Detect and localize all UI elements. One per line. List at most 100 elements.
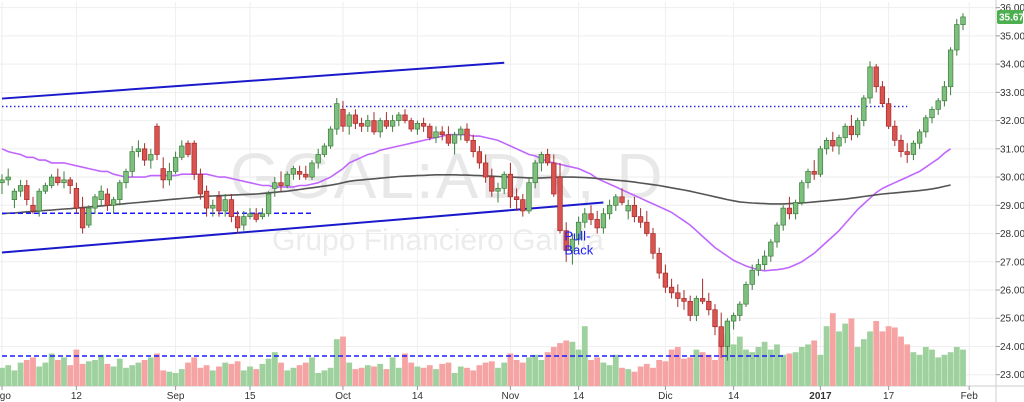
- candle: [532, 160, 538, 189]
- candle: [489, 168, 495, 197]
- volume-bar: [643, 363, 650, 386]
- volume-bar: [495, 367, 501, 386]
- candle-body: [563, 230, 569, 251]
- volume-bar: [792, 352, 799, 386]
- candle-body: [92, 196, 98, 209]
- candle: [464, 123, 470, 144]
- candle-body: [259, 213, 266, 217]
- candle-body: [551, 162, 557, 195]
- candle-body: [656, 252, 662, 274]
- candle-body: [117, 182, 123, 200]
- candle: [259, 208, 266, 220]
- candle: [247, 208, 253, 220]
- candle: [656, 247, 662, 279]
- volume-bar: [284, 370, 291, 386]
- volume-bar: [247, 366, 253, 386]
- candle: [786, 196, 793, 220]
- candle-body: [544, 154, 551, 164]
- candle: [501, 171, 507, 194]
- volume-bar: [718, 339, 725, 386]
- candle-body: [185, 142, 191, 155]
- candle-body: [110, 199, 117, 206]
- candle: [154, 123, 160, 161]
- price-tick-label: 24.00: [1000, 342, 1024, 353]
- candle: [557, 162, 563, 234]
- candle-body: [606, 204, 613, 215]
- volume-bar: [941, 354, 948, 386]
- candle-body: [755, 264, 762, 271]
- candle: [898, 134, 904, 158]
- candle-body: [830, 140, 836, 147]
- volume-bar: [48, 353, 55, 386]
- candle: [135, 140, 142, 158]
- candle-body: [613, 196, 619, 206]
- candle: [625, 199, 631, 220]
- candle-body: [30, 204, 36, 212]
- candle-body: [104, 193, 111, 206]
- candle: [842, 123, 848, 144]
- moving-average-line: [1, 133, 952, 272]
- price-tick-label: 35.00: [1000, 31, 1024, 42]
- candle-body: [278, 182, 284, 186]
- candle: [749, 264, 755, 290]
- candle: [935, 98, 941, 115]
- price-tick-label: 29.00: [1000, 201, 1024, 212]
- price-tick-label: 31.00: [1000, 144, 1024, 155]
- volume-bar: [916, 354, 923, 386]
- candle: [17, 179, 24, 197]
- candle-body: [811, 171, 817, 175]
- volume-bar: [395, 367, 402, 386]
- candle: [637, 208, 644, 228]
- candle-body: [495, 188, 501, 192]
- candle: [681, 290, 687, 310]
- volume-bar: [557, 343, 563, 386]
- volume-bar: [377, 363, 384, 386]
- candle-body: [575, 221, 582, 240]
- candle: [0, 174, 5, 194]
- candle: [761, 250, 768, 271]
- time-axis[interactable]: Ago 12 Sep 15 Oct 14 Nov 14 Dic 14 2017 17 Feb: [0, 386, 978, 402]
- candle: [5, 168, 11, 186]
- candle-body: [98, 190, 104, 200]
- candle-body: [482, 162, 489, 178]
- volume-bar: [526, 357, 532, 386]
- candle-body: [365, 120, 371, 127]
- volume-bar: [383, 369, 390, 386]
- candle-body: [718, 326, 724, 347]
- volume-bar: [23, 360, 30, 386]
- candle-body: [191, 142, 197, 175]
- candle-body: [24, 185, 30, 200]
- candle-body: [520, 199, 526, 212]
- candle: [179, 140, 185, 161]
- volume-bar: [296, 365, 303, 386]
- candle: [148, 148, 154, 169]
- candle: [160, 157, 166, 189]
- volume-bar: [848, 318, 855, 386]
- candle: [538, 151, 545, 172]
- candle-body: [67, 179, 73, 186]
- candle: [613, 194, 619, 211]
- volume-bar: [110, 366, 117, 386]
- candle-body: [433, 131, 439, 138]
- price-axis[interactable]: 23.00 24.00 25.00 26.00 27.00 28.00 29.00 30.00…: [996, 3, 1024, 381]
- volume-bar: [606, 365, 613, 386]
- candle: [941, 81, 948, 107]
- candle-body: [675, 292, 681, 299]
- volume-bar: [705, 354, 712, 386]
- time-tick-label: 14: [573, 391, 585, 402]
- price-tick-label: 25.00: [1000, 314, 1024, 325]
- volume-bar: [922, 347, 929, 386]
- candle-body: [848, 125, 855, 136]
- candle: [470, 134, 476, 158]
- candle-body: [737, 303, 743, 316]
- candle: [631, 196, 638, 223]
- price-tick-label: 27.00: [1000, 257, 1024, 268]
- volume-bar: [867, 331, 873, 386]
- time-tick-label: Oct: [335, 391, 351, 402]
- volume-bar: [5, 365, 12, 386]
- volume-bar: [854, 347, 861, 386]
- candle: [104, 188, 111, 211]
- candle-body: [352, 114, 359, 124]
- volume-bar: [544, 352, 551, 386]
